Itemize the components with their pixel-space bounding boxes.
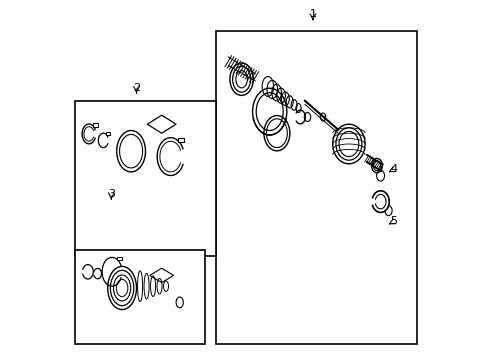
- Bar: [216, 31, 416, 344]
- Text: 5: 5: [389, 216, 397, 226]
- Bar: [75, 250, 204, 344]
- Bar: [178, 138, 184, 142]
- Bar: [117, 257, 122, 260]
- Bar: [75, 101, 215, 256]
- Text: 4: 4: [389, 164, 397, 174]
- Text: 2: 2: [133, 83, 140, 93]
- Text: 1: 1: [309, 9, 316, 19]
- Bar: [106, 132, 110, 135]
- Text: 3: 3: [107, 189, 115, 199]
- Bar: [92, 123, 98, 127]
